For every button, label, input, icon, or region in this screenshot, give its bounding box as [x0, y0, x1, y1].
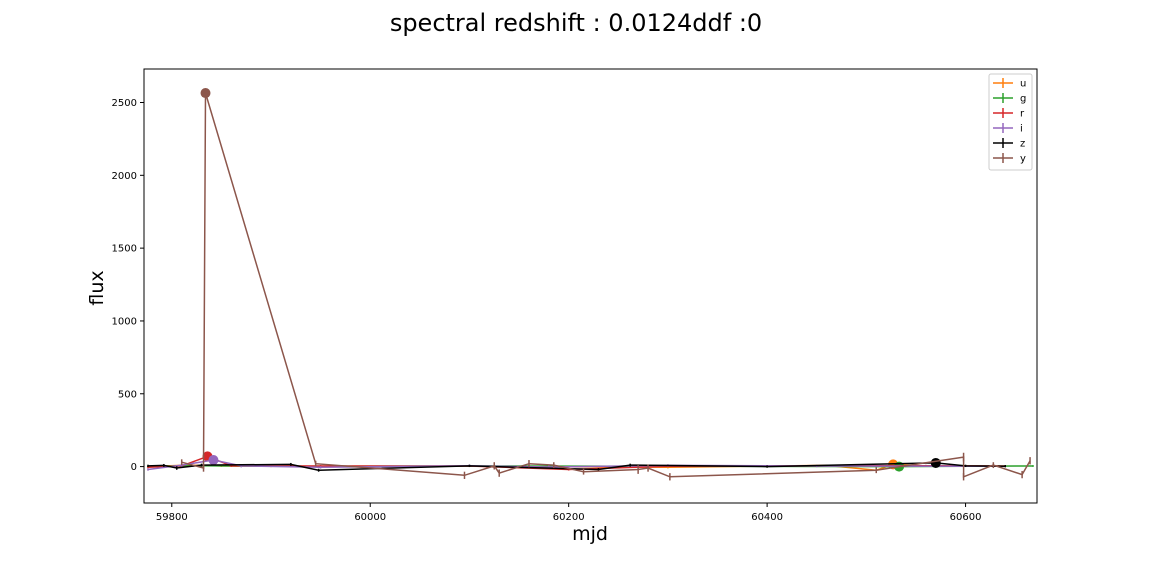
legend-entry-y: y [993, 153, 1026, 165]
legend-label-u: u [1020, 79, 1026, 90]
x-tick-label: 59800 [156, 512, 188, 523]
legend-entry-z: z [993, 138, 1025, 150]
y-axis-label: flux [86, 270, 108, 305]
x-tick-label: 60400 [751, 512, 783, 523]
chart-title: spectral redshift : 0.0124ddf :0 [390, 9, 762, 37]
x-tick-label: 60600 [950, 512, 982, 523]
y-tick-label: 1000 [112, 316, 137, 327]
legend-label-g: g [1020, 94, 1026, 105]
legend-label-z: z [1020, 139, 1025, 150]
peak-marker-z [930, 457, 941, 468]
legend-entry-g: g [993, 93, 1026, 105]
x-tick-label: 60200 [553, 512, 585, 523]
series-y [180, 88, 1031, 481]
y-tick-label: 500 [118, 389, 137, 400]
x-axis: 59800 60000 60200 60400 60600 [156, 503, 982, 523]
y-tick-label: 0 [131, 462, 137, 473]
legend-label-y: y [1020, 154, 1026, 165]
y-axis: 0 500 1000 1500 2000 2500 [112, 98, 144, 473]
y-tick-label: 2000 [112, 171, 137, 182]
peak-marker-y [200, 88, 211, 99]
legend-label-i: i [1020, 124, 1023, 135]
legend-label-r: r [1020, 109, 1025, 120]
legend-entry-u: u [993, 78, 1026, 90]
peak-marker-i [208, 455, 219, 466]
x-tick-label: 60000 [354, 512, 386, 523]
legend-entry-i: i [993, 123, 1023, 135]
plot-area [147, 88, 1034, 481]
plot-frame [143, 68, 1038, 504]
x-axis-label: mjd [572, 523, 608, 545]
y-tick-label: 2500 [112, 98, 137, 109]
legend-entry-r: r [993, 108, 1025, 120]
series-line-y [181, 92, 1031, 478]
y-tick-label: 1500 [112, 244, 137, 255]
